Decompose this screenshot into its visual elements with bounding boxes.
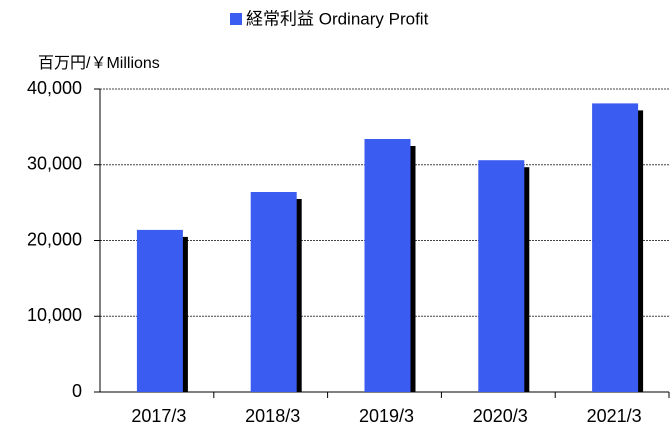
x-tick-label: 2020/3 bbox=[473, 406, 528, 426]
bar bbox=[364, 138, 411, 392]
bar bbox=[478, 160, 525, 392]
y-tick-label: 0 bbox=[72, 381, 82, 401]
y-axis-label: 百万円/￥Millions bbox=[38, 55, 160, 72]
legend-label: 経常利益 Ordinary Profit bbox=[246, 9, 429, 28]
bar bbox=[592, 103, 639, 392]
x-tick-label: 2018/3 bbox=[245, 406, 300, 426]
y-tick-label: 10,000 bbox=[27, 305, 82, 325]
x-tick-label: 2017/3 bbox=[131, 406, 186, 426]
y-tick-label: 40,000 bbox=[27, 78, 82, 98]
bar bbox=[136, 229, 183, 392]
bar bbox=[250, 192, 297, 392]
legend-swatch bbox=[230, 13, 242, 25]
x-tick-label: 2019/3 bbox=[359, 406, 414, 426]
y-tick-label: 20,000 bbox=[27, 229, 82, 249]
x-tick-label: 2021/3 bbox=[587, 406, 642, 426]
y-tick-label: 30,000 bbox=[27, 154, 82, 174]
